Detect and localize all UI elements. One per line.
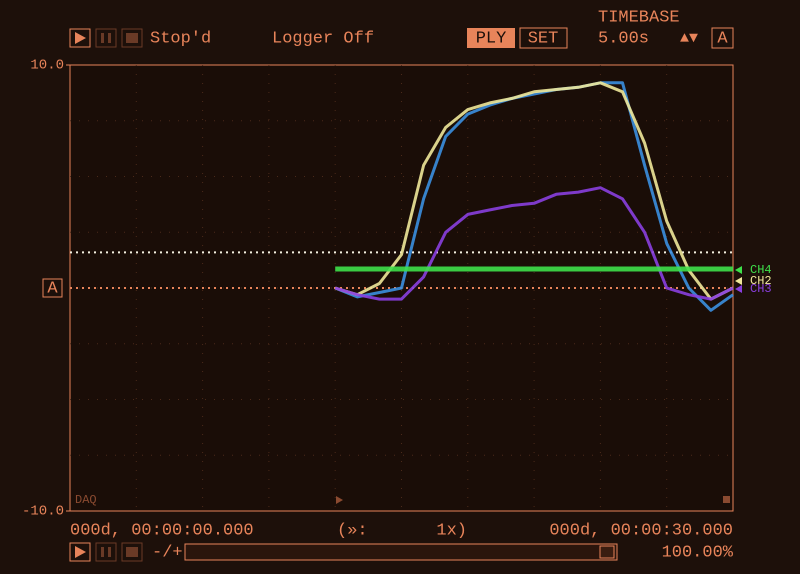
scroll-thumb[interactable] [599,545,615,559]
pause-button[interactable] [95,28,117,48]
timebase-value: 5.00s [598,29,649,48]
auto-button[interactable] [711,27,734,49]
channel-marker [735,266,742,274]
auto-label: A [717,29,728,48]
set-button[interactable] [519,27,568,49]
pause-button[interactable] [95,542,117,562]
pause-icon [108,547,111,557]
corner-label: DAQ [75,493,97,507]
timebase-arrows[interactable]: ▲▼ [680,30,698,47]
trace [334,81,734,301]
stop-icon [126,547,138,557]
ply-button[interactable] [467,28,515,48]
scroll-track[interactable] [184,543,618,561]
channel-marker [735,277,742,285]
playback-buttons[interactable] [69,542,143,562]
y-tick-label: 10.0 [30,58,64,74]
play-button[interactable] [69,542,91,562]
end-marker [723,496,730,503]
timebase-label: TIMEBASE [598,8,680,27]
speed: 1x) [436,521,467,540]
set-label: SET [528,29,559,48]
play-icon [75,32,86,44]
start-marker [336,496,343,504]
play-button[interactable] [69,28,91,48]
zoom-percent: 100.00% [662,543,734,562]
ply-label: PLY [476,29,507,48]
channel-label: CH4 [750,263,772,277]
y-tick-label: -10.0 [22,504,64,520]
pause-icon [101,547,104,557]
speed-open: (»: [337,521,368,540]
trigger-label: A [47,279,58,298]
channel-label: CH3 [750,282,772,296]
play-icon [75,546,86,558]
transport-buttons[interactable] [69,28,143,48]
stop-button[interactable] [121,542,143,562]
zoom-label[interactable]: -/+ [152,543,183,562]
pause-icon [108,33,111,43]
logger-status: Logger Off [272,29,374,48]
start-time: 000d, 00:00:00.000 [70,521,254,540]
stop-icon [126,33,138,43]
status: Stop'd [150,29,211,48]
channel-label: CH2 [750,274,772,288]
trigger-box[interactable] [42,278,63,298]
pause-icon [101,33,104,43]
channel-marker [735,285,742,293]
trace [334,186,734,301]
end-time: 000d, 00:00:30.000 [549,521,733,540]
stop-button[interactable] [121,28,143,48]
trace [334,81,734,312]
plot-content [70,81,734,312]
